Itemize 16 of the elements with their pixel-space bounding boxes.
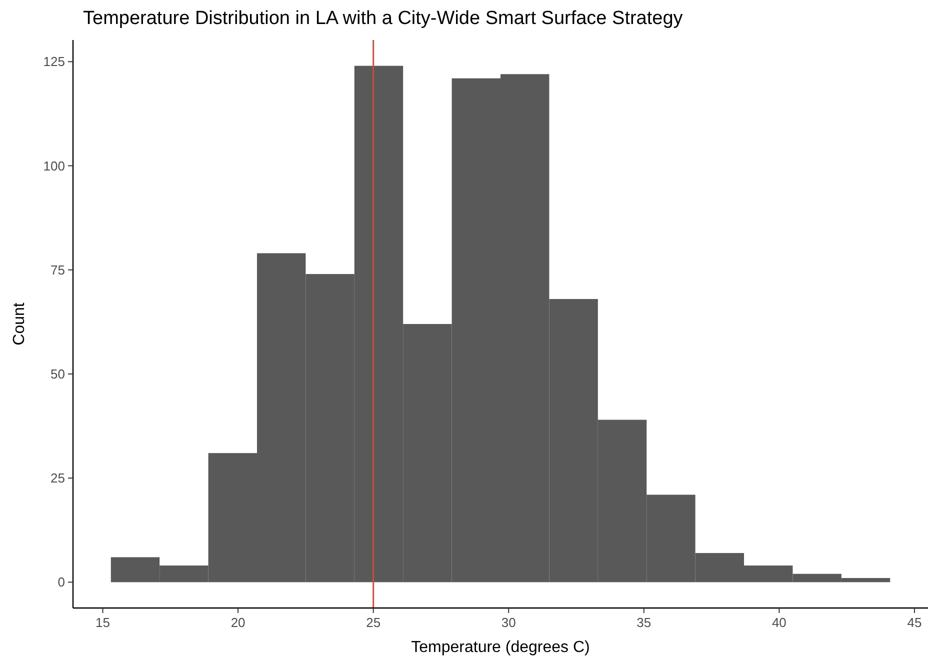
x-tick-label: 30 (501, 615, 516, 630)
y-tick-label: 0 (58, 574, 65, 590)
x-tick-label: 40 (772, 615, 786, 630)
y-axis-title: Count (11, 302, 28, 346)
x-tick-label: 15 (96, 615, 110, 630)
x-tick-label: 35 (636, 615, 652, 630)
x-tick-label: 45 (907, 615, 922, 630)
x-axis-title: Temperature (degrees C) (411, 639, 590, 656)
x-tick-label: 20 (230, 615, 246, 630)
y-tick-label: 25 (50, 470, 65, 486)
y-tick-label: 125 (43, 54, 65, 70)
chart-title: Temperature Distribution in LA with a City-Wide Smart Surface Strategy (83, 8, 684, 29)
x-tick-label: 25 (366, 615, 381, 630)
y-tick-label: 75 (50, 262, 65, 278)
y-tick-label: 100 (43, 158, 65, 174)
y-tick-label: 50 (50, 366, 65, 382)
